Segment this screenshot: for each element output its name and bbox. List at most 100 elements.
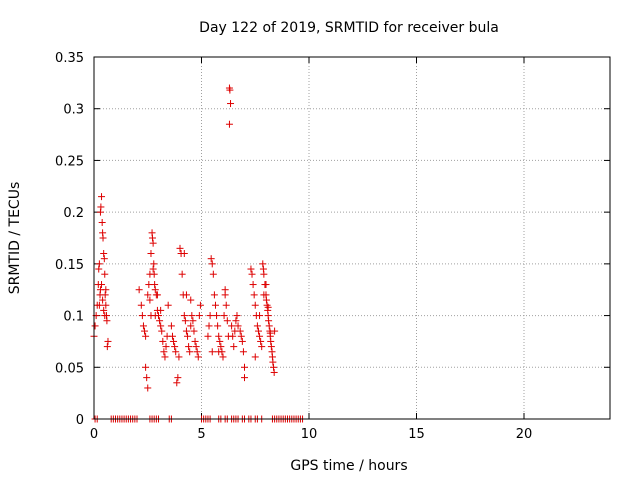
data-point: [269, 358, 277, 366]
data-point: [98, 281, 106, 289]
data-point: [267, 343, 275, 351]
y-tick-label: 0.1: [63, 310, 84, 325]
data-point: [211, 301, 219, 309]
data-point: [223, 317, 231, 325]
data-point: [144, 384, 152, 392]
data-point: [219, 353, 227, 361]
data-point: [95, 260, 103, 268]
data-point: [143, 374, 151, 382]
data-point: [270, 368, 278, 376]
data-point: [229, 332, 237, 340]
y-tick-label: 0.25: [55, 154, 84, 169]
data-point: [260, 291, 268, 299]
data-point: [101, 270, 109, 278]
data-point: [180, 312, 188, 320]
data-point: [210, 291, 218, 299]
y-tick-label: 0.35: [55, 51, 84, 66]
data-point: [160, 348, 168, 356]
data-point: [230, 343, 238, 351]
x-tick-label: 5: [197, 427, 205, 442]
data-point: [100, 255, 108, 263]
data-point: [138, 312, 146, 320]
data-point: [91, 322, 99, 330]
data-point: [146, 296, 154, 304]
data-point: [172, 348, 180, 356]
data-point: [103, 317, 111, 325]
data-point: [178, 270, 186, 278]
data-point: [184, 332, 192, 340]
x-tick-label: 0: [90, 427, 98, 442]
x-tick-label: 10: [301, 427, 318, 442]
data-point: [215, 332, 223, 340]
data-point: [258, 343, 266, 351]
data-point: [147, 250, 155, 258]
data-point: [196, 301, 204, 309]
data-point: [214, 322, 222, 330]
data-point: [256, 332, 264, 340]
data-point: [159, 337, 167, 345]
data-point: [253, 322, 261, 330]
axis-ticks: 0 5 10 15 20 0 0.05 0.1 0.15 0.2 0.25 0.3 0.35: [55, 51, 610, 442]
data-point: [149, 265, 157, 273]
y-tick-label: 0.05: [55, 361, 84, 376]
data-point: [139, 322, 147, 330]
data-point: [102, 301, 110, 309]
data-point: [185, 343, 193, 351]
data-point: [254, 327, 262, 335]
data-point: [180, 250, 188, 258]
data-point: [256, 312, 264, 320]
data-point: [220, 312, 228, 320]
data-point: [213, 312, 221, 320]
data-point: [141, 327, 149, 335]
data-point: [266, 329, 274, 337]
data-point: [170, 337, 178, 345]
data-point: [142, 332, 150, 340]
data-point: [232, 317, 240, 325]
data-point: [250, 291, 258, 299]
data-point: [271, 327, 279, 335]
data-point: [100, 250, 108, 258]
data-point: [251, 353, 259, 361]
data-point: [238, 337, 246, 345]
data-point: [146, 270, 154, 278]
data-point: [151, 281, 159, 289]
data-point: [260, 270, 268, 278]
data-point: [162, 343, 170, 351]
data-point: [192, 343, 200, 351]
y-tick-label: 0.2: [63, 206, 84, 221]
data-point: [157, 306, 165, 314]
data-point: [187, 322, 195, 330]
data-point: [207, 255, 215, 263]
data-point: [239, 348, 247, 356]
data-point: [181, 317, 189, 325]
data-point: [171, 343, 179, 351]
data-point: [164, 301, 172, 309]
data-point: [262, 281, 270, 289]
data-point: [194, 353, 202, 361]
data-point: [97, 203, 105, 211]
data-point: [228, 322, 236, 330]
data-point: [142, 363, 150, 371]
data-point: [222, 301, 230, 309]
data-point: [188, 312, 196, 320]
data-point: [101, 291, 109, 299]
x-tick-label: 15: [408, 427, 425, 442]
y-axis-label: SRMTID / TECUs: [7, 182, 23, 295]
data-point: [151, 312, 159, 320]
data-point: [182, 327, 190, 335]
data-point: [187, 296, 195, 304]
data-point: [265, 322, 273, 330]
data-point: [262, 296, 270, 304]
data-point: [102, 286, 110, 294]
data-point: [248, 270, 256, 278]
data-point: [226, 86, 234, 94]
data-point: [103, 343, 111, 351]
data-point: [259, 260, 267, 268]
data-point: [241, 363, 248, 371]
data-point: [100, 306, 108, 314]
data-point: [99, 234, 107, 242]
data-point: [167, 322, 175, 330]
data-point: [251, 301, 259, 309]
data-points: [90, 84, 307, 423]
